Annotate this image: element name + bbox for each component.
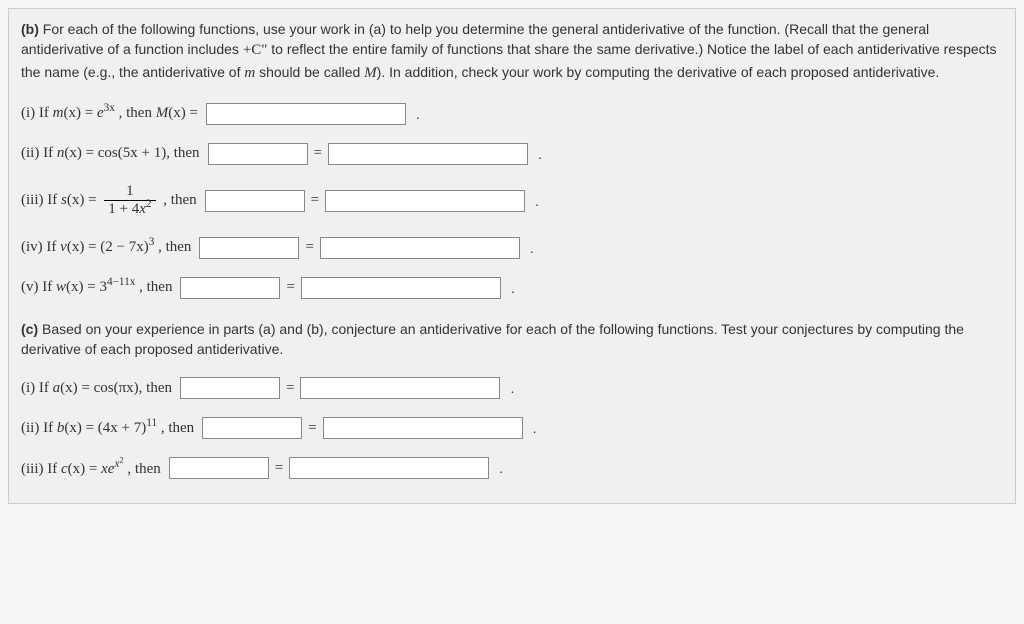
part-c-text: Based on your experience in parts (a) an… bbox=[21, 321, 964, 357]
row-b-ii: (ii) If n(x) = cos(5x + 1), then = . bbox=[21, 139, 1003, 169]
b-ii-var: (x) = cos(5x + 1), then bbox=[64, 145, 199, 161]
equals: = bbox=[305, 239, 313, 256]
period: . bbox=[510, 380, 514, 396]
b-v-var: (x) = 3 bbox=[66, 279, 107, 295]
row-c-ii: (ii) If b(x) = (4x + 7)11 , then = . bbox=[21, 413, 1003, 443]
period: . bbox=[533, 420, 537, 436]
b-i-label: (i) If m(x) = e3x , then M(x) = bbox=[21, 105, 198, 122]
b-iv-answer-input[interactable] bbox=[320, 237, 520, 259]
b-ii-label: (ii) If n(x) = cos(5x + 1), then bbox=[21, 145, 200, 162]
c-i-answer-input[interactable] bbox=[300, 377, 500, 399]
b-iii-answer-input[interactable] bbox=[325, 190, 525, 212]
c-iii-prefix: (iii) If bbox=[21, 461, 61, 477]
frac-bot-a: 1 + 4 bbox=[108, 201, 139, 217]
c-ii-label: (ii) If b(x) = (4x + 7)11 , then bbox=[21, 420, 194, 437]
b-i-anti: M bbox=[156, 105, 169, 121]
c-iii-answer-input[interactable] bbox=[289, 457, 489, 479]
b-iv-prefix: (iv) If bbox=[21, 239, 60, 255]
row-b-iv: (iv) If v(x) = (2 − 7x)3 , then = . bbox=[21, 233, 1003, 263]
c-iii-name-input[interactable] bbox=[169, 457, 269, 479]
row-b-i: (i) If m(x) = e3x , then M(x) = . bbox=[21, 99, 1003, 129]
plus-c-text: +C" bbox=[243, 42, 268, 58]
b-iv-func: v bbox=[60, 239, 67, 255]
c-ii-answer-input[interactable] bbox=[323, 417, 523, 439]
c-i-prefix: (i) If bbox=[21, 380, 53, 396]
b-iii-mid: , then bbox=[163, 192, 196, 208]
b-iii-prefix: (iii) If bbox=[21, 192, 61, 208]
intro-text-3: should be called bbox=[255, 64, 364, 80]
row-c-iii: (iii) If c(x) = xex2 , then = . bbox=[21, 453, 1003, 483]
part-b-label: (b) bbox=[21, 21, 39, 37]
b-i-expr: e bbox=[97, 105, 104, 121]
c-ii-mid: , then bbox=[157, 420, 194, 436]
b-iv-name-input[interactable] bbox=[199, 237, 299, 259]
b-iv-mid: , then bbox=[154, 239, 191, 255]
part-c-label: (c) bbox=[21, 321, 38, 337]
b-ii-prefix: (ii) If bbox=[21, 145, 57, 161]
c-iii-label: (iii) If c(x) = xex2 , then bbox=[21, 459, 161, 478]
b-i-mid: , then bbox=[115, 105, 156, 121]
frac-bot-var: x bbox=[139, 201, 146, 217]
b-ii-name-input[interactable] bbox=[208, 143, 308, 165]
c-i-name-input[interactable] bbox=[180, 377, 280, 399]
equals: = bbox=[311, 192, 319, 209]
c-ii-var: (x) = (4x + 7) bbox=[64, 420, 146, 436]
frac-numerator: 1 bbox=[122, 183, 138, 200]
equals: = bbox=[314, 145, 322, 162]
b-i-anti-suffix: (x) = bbox=[168, 105, 198, 121]
equals: = bbox=[308, 420, 316, 437]
b-iii-var: (x) = bbox=[67, 192, 100, 208]
c-iii-var: (x) = bbox=[68, 461, 101, 477]
m-var: m bbox=[244, 65, 255, 81]
frac-bot-sup: 2 bbox=[146, 198, 152, 210]
b-v-answer-input[interactable] bbox=[301, 277, 501, 299]
big-m-var: M bbox=[364, 65, 377, 81]
row-b-iii: (iii) If s(x) = 1 1 + 4x2 , then = . bbox=[21, 179, 1003, 223]
b-iii-name-input[interactable] bbox=[205, 190, 305, 212]
c-iii-func: c bbox=[61, 461, 68, 477]
period: . bbox=[535, 193, 539, 209]
b-iii-label: (iii) If s(x) = 1 1 + 4x2 , then bbox=[21, 183, 197, 218]
c-i-var: (x) = cos(πx), then bbox=[60, 380, 172, 396]
period: . bbox=[416, 106, 420, 122]
part-c-intro: (c) Based on your experience in parts (a… bbox=[21, 319, 1003, 360]
c-ii-sup: 11 bbox=[146, 417, 157, 429]
equals: = bbox=[286, 380, 294, 397]
b-i-answer-input[interactable] bbox=[206, 103, 406, 125]
b-i-func: m bbox=[53, 105, 64, 121]
period: . bbox=[530, 240, 534, 256]
b-v-mid: , then bbox=[135, 279, 172, 295]
c-i-label: (i) If a(x) = cos(πx), then bbox=[21, 380, 172, 397]
frac-denominator: 1 + 4x2 bbox=[104, 201, 155, 218]
b-iii-fraction: 1 1 + 4x2 bbox=[104, 183, 155, 218]
equals: = bbox=[286, 279, 294, 296]
period: . bbox=[499, 460, 503, 476]
equals: = bbox=[275, 460, 283, 477]
c-ii-name-input[interactable] bbox=[202, 417, 302, 439]
b-iv-label: (iv) If v(x) = (2 − 7x)3 , then bbox=[21, 239, 191, 256]
b-i-var: (x) = bbox=[64, 105, 97, 121]
b-v-func: w bbox=[56, 279, 66, 295]
c-iii-mid: , then bbox=[124, 461, 161, 477]
b-ii-answer-input[interactable] bbox=[328, 143, 528, 165]
c-iii-sup: x2 bbox=[114, 458, 123, 470]
c-ii-prefix: (ii) If bbox=[21, 420, 57, 436]
row-c-i: (i) If a(x) = cos(πx), then = . bbox=[21, 373, 1003, 403]
b-iv-var: (x) = (2 − 7x) bbox=[67, 239, 149, 255]
b-v-label: (v) If w(x) = 34−11x , then bbox=[21, 279, 172, 296]
b-i-prefix: (i) If bbox=[21, 105, 53, 121]
b-v-sup: 4−11x bbox=[107, 276, 135, 288]
period: . bbox=[538, 146, 542, 162]
period: . bbox=[511, 280, 515, 296]
row-b-v: (v) If w(x) = 34−11x , then = . bbox=[21, 273, 1003, 303]
b-i-sup: 3x bbox=[104, 102, 115, 114]
problem-container: (b) For each of the following functions,… bbox=[8, 8, 1016, 504]
b-v-prefix: (v) If bbox=[21, 279, 56, 295]
intro-text-4: ). In addition, check your work by compu… bbox=[377, 64, 940, 80]
part-b-intro: (b) For each of the following functions,… bbox=[21, 19, 1003, 85]
c-iii-xe: xe bbox=[101, 461, 114, 477]
b-v-name-input[interactable] bbox=[180, 277, 280, 299]
